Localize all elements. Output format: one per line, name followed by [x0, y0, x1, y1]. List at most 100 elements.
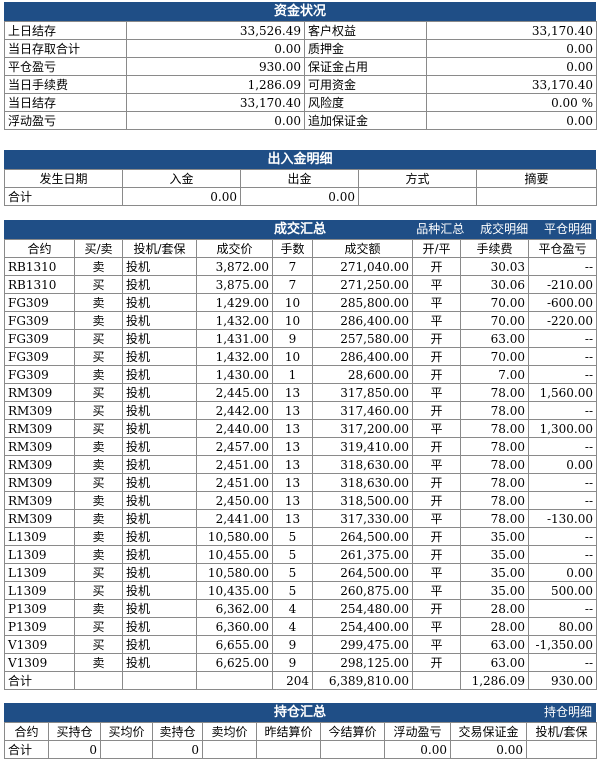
funds-label: 可用资金: [304, 75, 427, 94]
positions-total-blank: [100, 740, 153, 759]
trade-fee: 78.00: [460, 491, 529, 510]
trade-price: 6,360.00: [196, 617, 273, 636]
table-row: L1309 卖投机 10,455.00 5 261,375.00 开 35.00 --: [4, 545, 597, 564]
trade-openclose: 平: [412, 581, 461, 600]
cashflow-table: 发生日期 入金 出金 方式 摘要 合计 0.00 0.00: [4, 169, 597, 206]
trade-openclose: 开: [412, 527, 461, 546]
trade-pnl: -1,350.00: [528, 635, 597, 654]
trade-hedge: 投机: [122, 599, 197, 618]
cashflow-col-out: 出金: [240, 169, 359, 188]
trade-side: 卖: [74, 437, 123, 456]
positions-links: 持仓明细: [532, 703, 592, 722]
funds-value: 33,526.49: [126, 21, 305, 40]
trade-contract: FG309: [4, 329, 75, 348]
positions-col-contract: 合约: [4, 722, 49, 741]
trade-hedge: 投机: [122, 437, 197, 456]
trades-links: 品种汇总 成交明细 平仓明细: [404, 220, 592, 239]
trade-contract: RM309: [4, 455, 75, 474]
trade-openclose: 开: [412, 347, 461, 366]
trade-lots: 9: [272, 653, 313, 672]
table-row: RM309 买投机 2,451.00 13 318,630.00 开 78.00 --: [4, 473, 597, 492]
trade-side: 买: [74, 329, 123, 348]
trade-contract: FG309: [4, 293, 75, 312]
trade-lots: 10: [272, 347, 313, 366]
trade-pnl: 1,560.00: [528, 383, 597, 402]
trade-contract: V1309: [4, 653, 75, 672]
trade-price: 2,441.00: [196, 509, 273, 528]
table-row: FG309 卖投机 1,429.00 10 285,800.00 平 70.00 -600.0…: [4, 293, 597, 312]
trade-pnl: --: [528, 473, 597, 492]
trade-hedge: 投机: [122, 257, 197, 276]
trade-price: 2,451.00: [196, 473, 273, 492]
trade-fee: 7.00: [460, 365, 529, 384]
trade-contract: RM309: [4, 437, 75, 456]
trade-side: 买: [74, 617, 123, 636]
trade-pnl: 500.00: [528, 581, 597, 600]
trades-total-amount: 6,389,810.00: [312, 671, 413, 690]
trade-lots: 5: [272, 581, 313, 600]
trade-openclose: 开: [412, 365, 461, 384]
funds-section: 资金状况 上日结存 33,526.49 客户权益 33,170.40 当日存取合计 0.0…: [4, 2, 597, 130]
trade-amount: 317,200.00: [312, 419, 413, 438]
trade-amount: 319,410.00: [312, 437, 413, 456]
funds-label: 当日手续费: [4, 75, 127, 94]
funds-row: 浮动盈亏 0.00 追加保证金 0.00: [4, 111, 597, 130]
funds-label: 追加保证金: [304, 111, 427, 130]
trade-openclose: 开: [412, 653, 461, 672]
positions-total-blank: [526, 740, 597, 759]
table-row: RM309 卖投机 2,441.00 13 317,330.00 平 78.00 -130.0…: [4, 509, 597, 528]
link-close-detail[interactable]: 平仓明细: [543, 222, 592, 236]
trade-amount: 254,400.00: [312, 617, 413, 636]
trades-total-pnl: 930.00: [528, 671, 597, 690]
table-row: RM309 卖投机 2,450.00 13 318,500.00 开 78.00 --: [4, 491, 597, 510]
trade-amount: 286,400.00: [312, 347, 413, 366]
funds-label: 风险度: [304, 93, 427, 112]
trade-openclose: 开: [412, 257, 461, 276]
trade-hedge: 投机: [122, 401, 197, 420]
funds-row: 当日存取合计 0.00 质押金 0.00: [4, 39, 597, 58]
positions-total-blank: [320, 740, 385, 759]
trade-price: 1,432.00: [196, 311, 273, 330]
trade-openclose: 开: [412, 401, 461, 420]
trade-openclose: 平: [412, 383, 461, 402]
trade-lots: 13: [272, 491, 313, 510]
trade-side: 买: [74, 383, 123, 402]
table-row: V1309 卖投机 6,625.00 9 298,125.00 开 63.00 --: [4, 653, 597, 672]
positions-title: 持仓汇总: [273, 705, 326, 720]
trade-price: 10,435.00: [196, 581, 273, 600]
trade-fee: 78.00: [460, 437, 529, 456]
trade-openclose: 开: [412, 437, 461, 456]
trade-lots: 1: [272, 365, 313, 384]
trade-side: 买: [74, 419, 123, 438]
positions-total-blank: [202, 740, 257, 759]
trade-hedge: 投机: [122, 491, 197, 510]
trade-amount: 271,040.00: [312, 257, 413, 276]
trade-hedge: 投机: [122, 653, 197, 672]
trade-openclose: 平: [412, 617, 461, 636]
trade-side: 买: [74, 401, 123, 420]
trade-fee: 28.00: [460, 599, 529, 618]
funds-label: 质押金: [304, 39, 427, 58]
funds-label: 上日结存: [4, 21, 127, 40]
link-product-summary[interactable]: 品种汇总: [416, 222, 465, 236]
trades-total-blank: [196, 671, 273, 690]
funds-value: 0.00: [126, 39, 305, 58]
positions-col-prev-settle: 昨结算价: [256, 722, 321, 741]
trade-lots: 5: [272, 563, 313, 582]
table-row: FG309 买投机 1,431.00 9 257,580.00 开 63.00 --: [4, 329, 597, 348]
trade-price: 3,875.00: [196, 275, 273, 294]
cashflow-col-in: 入金: [122, 169, 241, 188]
trade-pnl: -210.00: [528, 275, 597, 294]
link-trade-detail[interactable]: 成交明细: [480, 222, 529, 236]
trade-amount: 286,400.00: [312, 311, 413, 330]
funds-value: 930.00: [126, 57, 305, 76]
trade-side: 卖: [74, 599, 123, 618]
link-position-detail[interactable]: 持仓明细: [543, 705, 592, 719]
trade-side: 买: [74, 563, 123, 582]
cashflow-total-in: 0.00: [122, 187, 241, 206]
trade-amount: 257,580.00: [312, 329, 413, 348]
trade-side: 卖: [74, 545, 123, 564]
trade-contract: FG309: [4, 365, 75, 384]
trade-pnl: 0.00: [528, 563, 597, 582]
trade-hedge: 投机: [122, 329, 197, 348]
